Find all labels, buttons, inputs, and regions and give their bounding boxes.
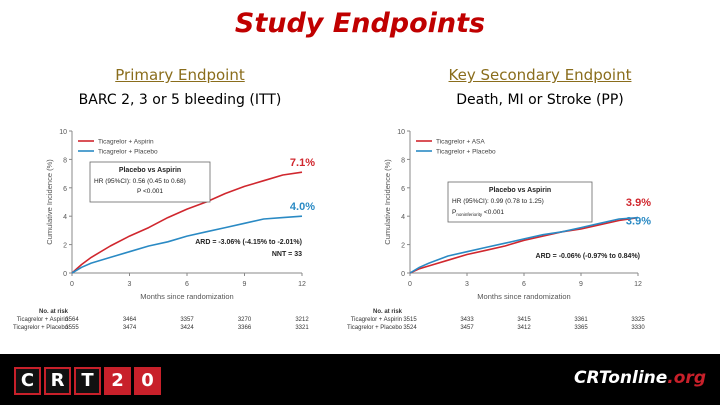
primary-endpoint-subtitle: BARC 2, 3 or 5 bleeding (ITT) — [78, 92, 282, 108]
risk-value: 3474 — [123, 325, 137, 331]
legend-label: Ticagrelor + Placebo — [436, 149, 496, 156]
secondary-endpoint-subtitle: Death, MI or Stroke (PP) — [456, 92, 624, 108]
crtonline-logo: CRTonline.org — [574, 368, 706, 388]
logo-char: 2 — [104, 367, 131, 395]
legend-label: Ticagrelor + Placebo — [98, 149, 158, 156]
risk-value: 3564 — [65, 317, 79, 323]
risk-value: 3457 — [460, 325, 474, 331]
x-tick-label: 12 — [298, 281, 306, 288]
y-tick-label: 4 — [63, 214, 67, 221]
risk-value: 3464 — [123, 317, 137, 323]
risk-row-label: Ticagrelor + Placebo — [347, 325, 403, 331]
x-tick-label: 0 — [408, 281, 412, 288]
series-line-2 — [409, 216, 639, 274]
y-tick-label: 2 — [401, 243, 405, 250]
annotation-text: ARD = -3.06% (-4.15% to -2.01%) — [195, 239, 302, 246]
primary-endpoint-chart: 0 2 4 6 8 10 0 3 6 9 12 Months since randomization C… — [13, 129, 315, 331]
logo-char: T — [74, 367, 101, 395]
y-axis-label: Cumulative Incidence (%) — [45, 159, 54, 245]
secondary-endpoint-title: Key Secondary Endpoint — [448, 66, 632, 84]
y-tick-label: 8 — [63, 157, 67, 164]
crtonline-logo-main: CRTonline — [574, 368, 668, 388]
hr-box-line1: HR (95%CI): 0.99 (0.78 to 1.25) — [452, 198, 544, 205]
risk-value: 3321 — [295, 325, 309, 331]
x-tick-label: 6 — [522, 281, 526, 288]
x-tick-label: 3 — [128, 281, 132, 288]
hr-box — [89, 161, 211, 203]
hr-box-line1: HR (95%CI): 0.56 (0.45 to 0.68) — [94, 178, 186, 185]
y-tick-label: 4 — [401, 214, 405, 221]
risk-table-title: No. at risk — [373, 309, 403, 315]
risk-row-label: Ticagrelor + Aspirin — [351, 317, 402, 323]
risk-value: 3325 — [631, 317, 645, 323]
page-title: Study Endpoints — [234, 8, 486, 39]
hr-box-line2: Pnoninferiority <0.001 — [452, 209, 504, 217]
crtonline-logo-suffix: .org — [667, 368, 706, 388]
series-line-2 — [71, 215, 303, 274]
hr-box-title: Placebo vs Aspirin — [489, 187, 551, 194]
risk-value: 3424 — [180, 325, 194, 331]
logo-char: 0 — [134, 367, 161, 395]
hr-box — [447, 181, 593, 223]
legend-label: Ticagrelor + Aspirin — [98, 139, 154, 146]
x-tick-label: 3 — [465, 281, 469, 288]
risk-value: 3365 — [574, 325, 588, 331]
risk-value: 3270 — [238, 317, 252, 323]
y-tick-label: 8 — [401, 157, 405, 164]
logo-char: R — [44, 367, 71, 395]
end-value-label: 7.1% — [290, 157, 315, 169]
x-tick-label: 9 — [243, 281, 247, 288]
x-tick-label: 6 — [185, 281, 189, 288]
legend-label: Ticagrelor + ASA — [436, 139, 485, 146]
series-line-1 — [71, 171, 303, 274]
y-tick-label: 0 — [63, 271, 67, 278]
annotation-text: ARD = -0.06% (-0.97% to 0.84%) — [536, 253, 640, 260]
y-tick-label: 10 — [59, 129, 67, 136]
series-line-1 — [409, 216, 639, 274]
risk-value: 3330 — [631, 325, 645, 331]
y-tick-label: 2 — [63, 243, 67, 250]
secondary-endpoint-chart: 0 2 4 6 8 10 0 3 6 9 12 Months since randomization C… — [347, 129, 651, 331]
x-tick-label: 9 — [579, 281, 583, 288]
y-axis-label: Cumulative Incidence (%) — [383, 159, 392, 245]
risk-table-title: No. at risk — [39, 309, 69, 315]
risk-value: 3357 — [180, 317, 194, 323]
risk-row-label: Ticagrelor + Aspirin — [17, 317, 68, 323]
end-value-label: 3.9% — [626, 216, 651, 228]
risk-value: 3361 — [574, 317, 588, 323]
end-value-label: 4.0% — [290, 201, 315, 213]
crt20-logo: C R T 2 0 — [14, 367, 161, 395]
x-axis-label: Months since randomization — [477, 292, 570, 301]
primary-endpoint-header: Primary Endpoint BARC 2, 3 or 5 bleeding… — [45, 66, 315, 108]
risk-value: 3415 — [517, 317, 531, 323]
risk-value: 3433 — [460, 317, 474, 323]
risk-value: 3212 — [295, 317, 309, 323]
risk-value: 3366 — [238, 325, 252, 331]
x-axis-label: Months since randomization — [140, 292, 233, 301]
x-tick-label: 0 — [70, 281, 74, 288]
risk-value: 3515 — [403, 317, 417, 323]
y-tick-label: 6 — [63, 186, 67, 193]
risk-value: 3555 — [65, 325, 79, 331]
annotation-text: NNT = 33 — [272, 251, 302, 258]
hr-box-line2: P <0.001 — [137, 188, 163, 195]
primary-endpoint-title: Primary Endpoint — [115, 66, 245, 84]
x-tick-label: 12 — [634, 281, 642, 288]
secondary-endpoint-header: Key Secondary Endpoint Death, MI or Stro… — [400, 66, 680, 108]
risk-value: 3524 — [403, 325, 417, 331]
y-tick-label: 6 — [401, 186, 405, 193]
hr-box-title: Placebo vs Aspirin — [119, 167, 181, 174]
y-tick-label: 10 — [397, 129, 405, 136]
risk-row-label: Ticagrelor + Placebo — [13, 325, 69, 331]
y-tick-label: 0 — [401, 271, 405, 278]
end-value-label: 3.9% — [626, 197, 651, 209]
footer-bar: C R T 2 0 CRTonline.org — [0, 354, 720, 405]
risk-value: 3412 — [517, 325, 531, 331]
logo-char: C — [14, 367, 41, 395]
